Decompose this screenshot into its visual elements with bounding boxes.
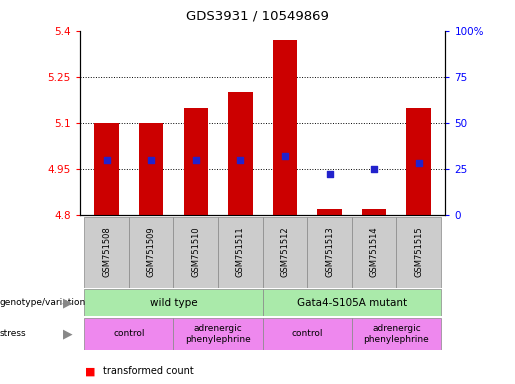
- Point: [102, 157, 111, 163]
- Text: GSM751510: GSM751510: [191, 227, 200, 277]
- Bar: [317, 209, 342, 215]
- Text: genotype/variation: genotype/variation: [0, 298, 86, 307]
- Bar: [174, 217, 218, 288]
- Text: control: control: [291, 329, 323, 338]
- Point: [236, 157, 245, 163]
- Point: [147, 157, 156, 163]
- Text: GSM751509: GSM751509: [147, 227, 156, 277]
- Text: wild type: wild type: [150, 298, 197, 308]
- Bar: [263, 289, 441, 316]
- Point: [325, 171, 334, 177]
- Bar: [263, 318, 352, 350]
- Text: adrenergic
phenylephrine: adrenergic phenylephrine: [185, 324, 251, 344]
- Bar: [397, 217, 441, 288]
- Text: control: control: [113, 329, 145, 338]
- Bar: [228, 92, 253, 215]
- Point: [415, 161, 423, 167]
- Bar: [352, 217, 397, 288]
- Text: GSM751513: GSM751513: [325, 227, 334, 278]
- Text: Gata4-S105A mutant: Gata4-S105A mutant: [297, 298, 407, 308]
- Text: adrenergic
phenylephrine: adrenergic phenylephrine: [364, 324, 430, 344]
- Bar: [129, 217, 174, 288]
- Bar: [362, 209, 386, 215]
- Text: transformed count: transformed count: [103, 366, 194, 376]
- Text: GSM751508: GSM751508: [102, 227, 111, 278]
- Bar: [406, 108, 431, 215]
- Text: ■: ■: [85, 366, 95, 376]
- Text: GSM751511: GSM751511: [236, 227, 245, 277]
- Bar: [94, 123, 119, 215]
- Bar: [218, 217, 263, 288]
- Bar: [263, 217, 307, 288]
- Bar: [84, 289, 263, 316]
- Bar: [139, 123, 163, 215]
- Bar: [183, 108, 208, 215]
- Bar: [352, 318, 441, 350]
- Bar: [272, 40, 297, 215]
- Text: GSM751512: GSM751512: [281, 227, 289, 277]
- Point: [370, 166, 378, 172]
- Point: [192, 157, 200, 163]
- Bar: [307, 217, 352, 288]
- Text: GSM751515: GSM751515: [414, 227, 423, 277]
- Text: ▶: ▶: [62, 296, 72, 309]
- Bar: [174, 318, 263, 350]
- Text: GSM751514: GSM751514: [370, 227, 379, 277]
- Point: [281, 153, 289, 159]
- Bar: [84, 217, 129, 288]
- Text: GDS3931 / 10549869: GDS3931 / 10549869: [186, 10, 329, 23]
- Text: ▶: ▶: [62, 328, 72, 340]
- Text: stress: stress: [0, 329, 27, 338]
- Bar: [84, 318, 174, 350]
